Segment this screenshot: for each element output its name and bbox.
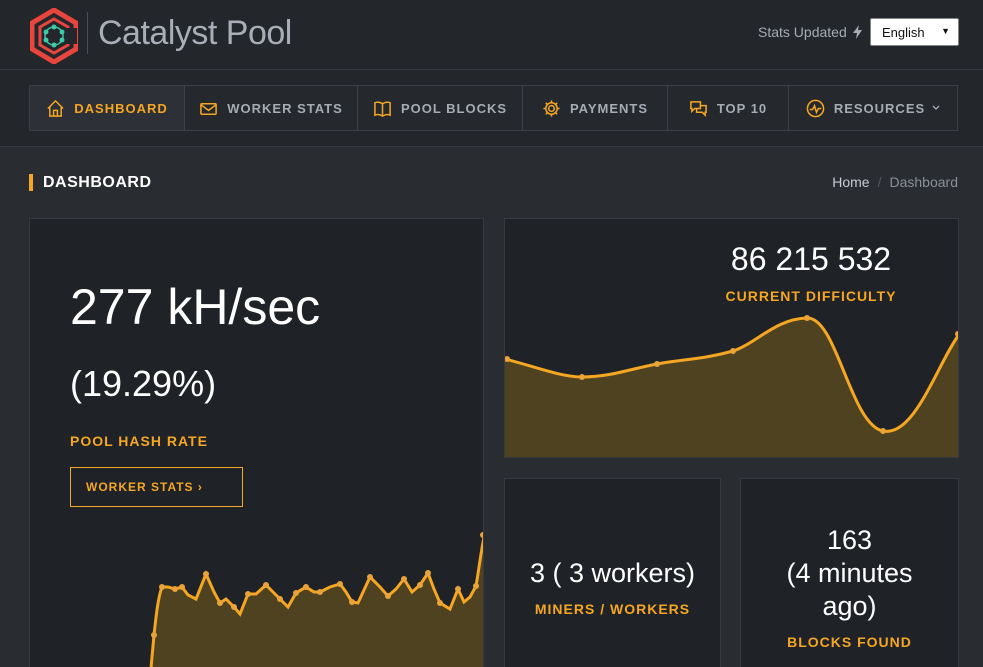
catalyst-logo-icon[interactable] [30, 8, 78, 64]
dropdown-arrow-icon: ▼ [941, 26, 950, 36]
nav-resources[interactable]: RESOURCES [789, 86, 957, 130]
difficulty-line [505, 316, 958, 433]
nav-worker-stats[interactable]: WORKER STATS [185, 86, 358, 130]
stats-updated: Stats Updated [758, 24, 862, 40]
book-icon [374, 100, 391, 117]
nav-label: WORKER STATS [227, 100, 343, 116]
miners-label: MINERS / WORKERS [534, 601, 691, 617]
stats-updated-label: Stats Updated [758, 24, 847, 40]
nav-dashboard[interactable]: DASHBOARD [30, 86, 185, 130]
hashrate-percent: (19.29%) [70, 363, 217, 404]
nav-label: TOP 10 [716, 100, 768, 116]
home-icon [47, 99, 64, 117]
chat-icon [689, 100, 707, 117]
nav-label: POOL BLOCKS [400, 100, 508, 116]
hashrate-card: 277 kH/sec (19.29%) POOL HASH RATE WORKE… [29, 218, 484, 667]
miners-value: 3 ( 3 workers) [529, 558, 696, 588]
blocks-value-time: (4 minutes [786, 558, 913, 588]
nav-pool-blocks[interactable]: POOL BLOCKS [358, 86, 523, 130]
nav-top-10[interactable]: TOP 10 [668, 86, 789, 130]
logo-divider [87, 12, 88, 54]
blocks-card: 163 (4 minutes ago) BLOCKS FOUND [740, 478, 959, 667]
nav-label: DASHBOARD [74, 100, 168, 116]
language-value: English [882, 25, 925, 40]
blocks-value-count: 163 [826, 525, 873, 555]
miners-card: 3 ( 3 workers) MINERS / WORKERS [504, 478, 721, 667]
chevron-down-icon [932, 105, 940, 110]
breadcrumb-separator: / [877, 174, 882, 190]
envelope-icon [200, 102, 218, 115]
hashrate-area [151, 542, 483, 667]
breadcrumb-current: Dashboard [889, 174, 959, 190]
hashrate-points [151, 532, 483, 638]
main-nav: DASHBOARD WORKER STATS POOL BLOCKS PAYME… [29, 85, 958, 131]
nav-label: RESOURCES [833, 100, 926, 116]
nav-label: PAYMENTS [569, 100, 649, 116]
top-header: Catalyst Pool Stats Updated English ▼ [0, 0, 983, 70]
difficulty-chart [505, 315, 958, 457]
difficulty-value: 86 215 532 [730, 241, 892, 277]
blocks-value-ago: ago) [822, 591, 877, 621]
worker-stats-button[interactable]: WORKER STATS › [70, 467, 243, 507]
difficulty-area [505, 317, 958, 457]
blocks-label: BLOCKS FOUND [787, 634, 912, 650]
difficulty-card: 86 215 532 CURRENT DIFFICULTY [504, 218, 959, 458]
pulse-icon [806, 99, 825, 117]
gear-icon [543, 99, 560, 117]
hashrate-sparkline [149, 532, 483, 667]
page-title: DASHBOARD [29, 174, 152, 191]
breadcrumb-home[interactable]: Home [832, 174, 870, 190]
language-select[interactable]: English ▼ [870, 18, 959, 46]
nav-payments[interactable]: PAYMENTS [523, 86, 668, 130]
page-header: DASHBOARD Home / Dashboard [29, 170, 958, 194]
difficulty-label: CURRENT DIFFICULTY [725, 288, 897, 304]
difficulty-points [505, 315, 958, 434]
bolt-icon [852, 25, 862, 39]
navigation-bar: DASHBOARD WORKER STATS POOL BLOCKS PAYME… [0, 70, 983, 147]
hashrate-label: POOL HASH RATE [70, 433, 208, 449]
hashrate-value: 277 kH/sec [70, 279, 321, 335]
breadcrumb: Home / Dashboard [832, 174, 958, 190]
brand-name[interactable]: Catalyst Pool [98, 14, 292, 52]
